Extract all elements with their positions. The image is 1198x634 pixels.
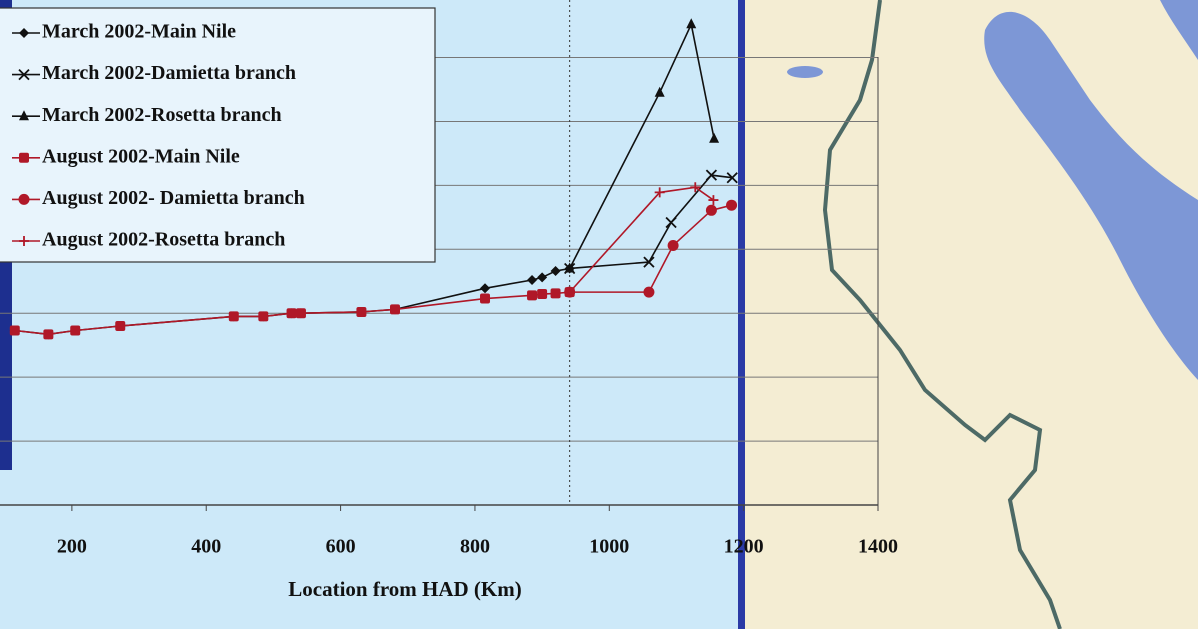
marker bbox=[18, 193, 30, 205]
marker bbox=[70, 325, 81, 336]
marker bbox=[43, 329, 54, 340]
x-axis-label: Location from HAD (Km) bbox=[288, 577, 522, 601]
legend-label: March 2002-Damietta branch bbox=[42, 62, 296, 84]
marker bbox=[726, 172, 738, 184]
marker bbox=[665, 216, 677, 229]
marker bbox=[550, 288, 561, 299]
marker bbox=[389, 304, 400, 315]
marker bbox=[286, 308, 297, 319]
marker bbox=[19, 28, 29, 38]
marker bbox=[9, 325, 20, 336]
marker bbox=[18, 68, 30, 81]
x-tick-label: 1000 bbox=[589, 536, 629, 558]
series-line bbox=[568, 21, 715, 269]
marker bbox=[643, 286, 655, 298]
marker bbox=[550, 266, 561, 277]
marker bbox=[564, 262, 575, 273]
x-tick-label: 600 bbox=[326, 536, 356, 558]
marker bbox=[19, 236, 29, 246]
map-sea bbox=[1160, 0, 1198, 60]
frame-edge bbox=[738, 0, 745, 629]
legend-label: March 2002-Main Nile bbox=[42, 21, 236, 43]
marker bbox=[708, 195, 719, 206]
marker bbox=[480, 293, 491, 304]
marker bbox=[643, 256, 655, 268]
map-lake bbox=[787, 66, 823, 78]
marker bbox=[228, 311, 239, 322]
legend-box bbox=[0, 7, 436, 263]
map-river bbox=[822, 0, 1062, 630]
x-tick-label: 800 bbox=[460, 536, 490, 558]
marker bbox=[537, 289, 548, 300]
marker bbox=[356, 306, 367, 317]
marker bbox=[295, 308, 306, 319]
marker bbox=[527, 290, 538, 301]
x-tick-label: 1400 bbox=[858, 536, 898, 558]
marker bbox=[654, 187, 665, 198]
marker bbox=[19, 110, 29, 121]
legend-label: August 2002-Main Nile bbox=[42, 145, 240, 167]
marker bbox=[258, 311, 269, 322]
x-tick-label: 400 bbox=[191, 536, 221, 558]
series-line bbox=[569, 186, 714, 293]
marker bbox=[654, 86, 665, 97]
marker bbox=[480, 283, 491, 294]
map-background bbox=[745, 0, 1198, 629]
x-tick-label: 1200 bbox=[724, 536, 764, 558]
marker bbox=[527, 274, 538, 285]
marker bbox=[690, 182, 701, 193]
marker bbox=[537, 272, 548, 283]
marker bbox=[564, 287, 575, 298]
marker bbox=[115, 321, 126, 332]
legend: March 2002-Main Nile March 2002-Damietta … bbox=[0, 7, 436, 263]
marker bbox=[667, 239, 679, 251]
legend-label: August 2002- Damietta branch bbox=[42, 187, 305, 209]
map-sea bbox=[984, 11, 1198, 381]
marker bbox=[705, 169, 718, 181]
marker bbox=[726, 199, 738, 211]
marker bbox=[705, 204, 717, 216]
marker bbox=[19, 152, 29, 163]
marker bbox=[709, 132, 720, 143]
marker bbox=[686, 18, 697, 29]
x-tick-label: 200 bbox=[57, 536, 87, 558]
legend-label: March 2002-Rosetta branch bbox=[42, 104, 282, 126]
legend-label: August 2002-Rosetta branch bbox=[42, 229, 285, 251]
